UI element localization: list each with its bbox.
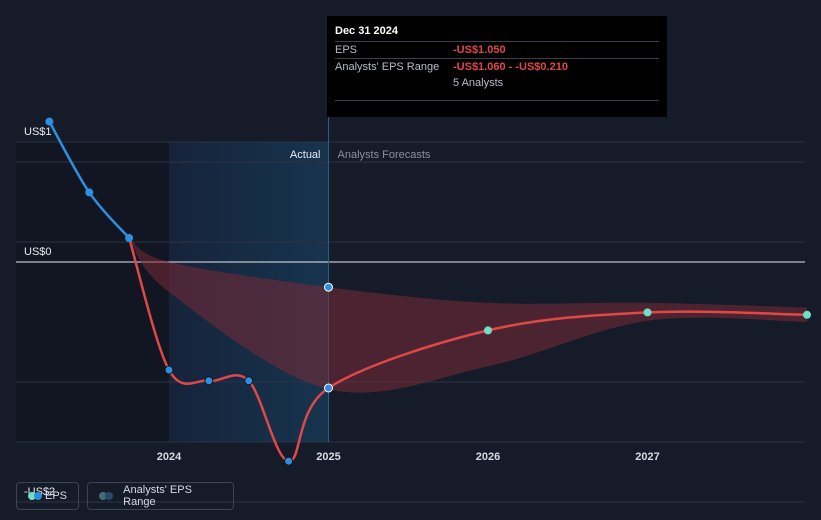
eps-point-actual — [85, 188, 94, 197]
forecast-label: Analysts Forecasts — [338, 149, 431, 161]
x-tick-label: 2025 — [316, 451, 340, 463]
range-legend-icon — [99, 492, 114, 500]
tooltip: Dec 31 2024 EPS -US$1.050 Analysts' EPS … — [327, 16, 667, 117]
tooltip-analysts-row: 5 Analysts — [335, 75, 659, 91]
eps-point — [803, 310, 811, 319]
y-tick-label: US$1 — [24, 126, 52, 138]
x-tick-label: 2026 — [476, 451, 500, 463]
x-tick-label: 2027 — [635, 451, 659, 463]
pre-2024-shade — [16, 142, 169, 442]
y-tick-label: US$0 — [24, 246, 52, 258]
eps-point-actual — [125, 234, 134, 242]
eps-point — [204, 376, 214, 386]
tooltip-analysts: 5 Analysts — [453, 77, 504, 89]
tooltip-date: Dec 31 2024 — [335, 25, 398, 37]
eps-point — [244, 376, 254, 386]
x-tick-label: 2024 — [157, 451, 182, 463]
eps-current-point — [324, 383, 333, 393]
legend-eps[interactable]: EPS — [16, 482, 79, 510]
tooltip-eps-row: EPS -US$1.050 — [335, 41, 659, 58]
eps-line-forecast — [127, 237, 808, 463]
tooltip-range-label: Analysts' EPS Range — [335, 61, 440, 73]
legend-range-label: Analysts' EPS Range — [123, 484, 192, 508]
tooltip-range-row: Analysts' EPS Range -US$1.060 - -US$0.21… — [335, 58, 659, 75]
eps-point — [284, 456, 294, 466]
eps-point — [643, 308, 652, 317]
eps-point — [484, 326, 492, 335]
tooltip-eps-value: -US$1.050 — [453, 44, 506, 56]
actual-label: Actual — [290, 149, 321, 161]
analysts-eps-range-band — [129, 238, 807, 393]
eps-legend-icon — [28, 492, 42, 500]
eps-point — [164, 365, 174, 375]
tooltip-eps-label: EPS — [335, 44, 358, 56]
range-upper-point — [324, 282, 333, 292]
tooltip-divider — [335, 100, 659, 102]
tooltip-range-value: -US$1.060 - -US$0.210 — [453, 61, 568, 73]
legend-range[interactable]: Analysts' EPS Range — [87, 482, 234, 510]
eps-point-actual — [45, 117, 54, 126]
legend-eps-label: EPS — [44, 490, 67, 502]
